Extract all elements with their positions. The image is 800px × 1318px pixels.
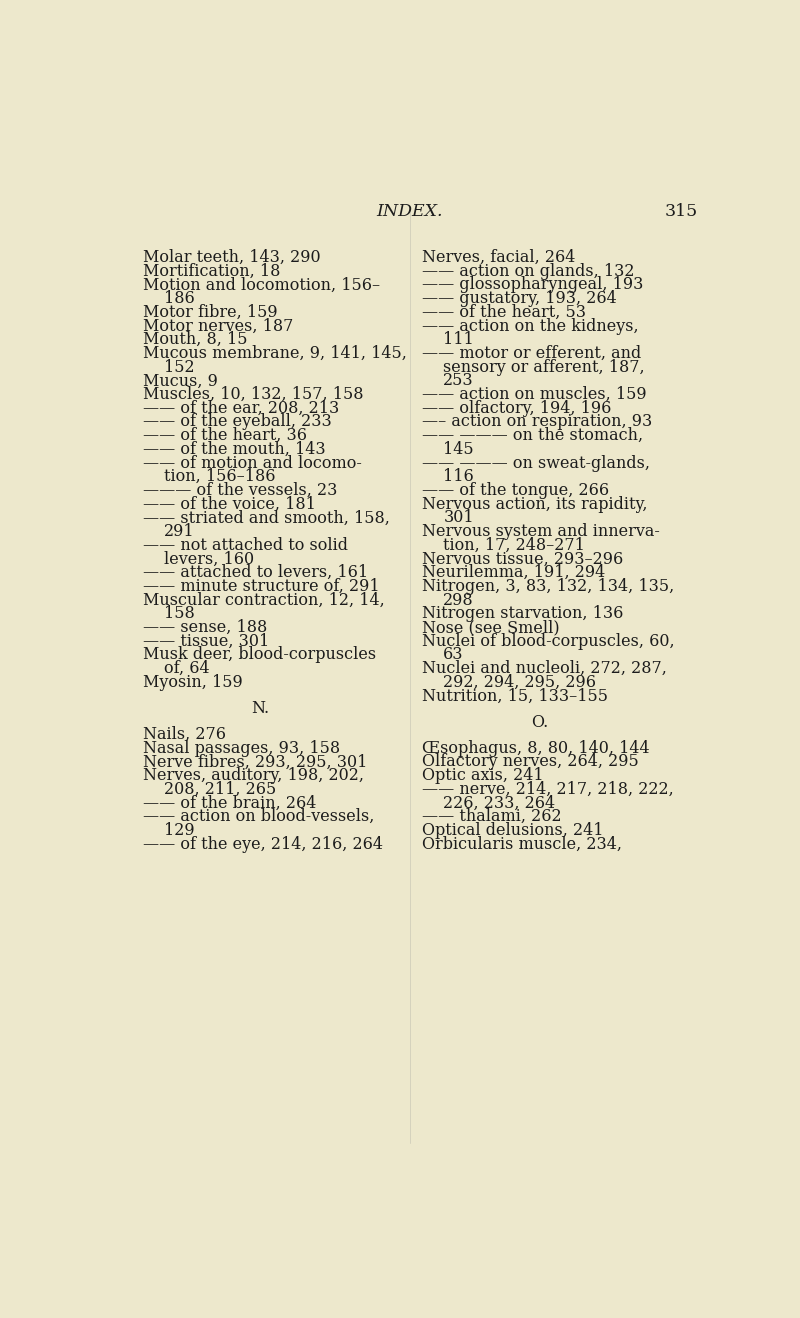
- Text: 158: 158: [164, 605, 195, 622]
- Text: 186: 186: [164, 290, 195, 307]
- Text: Myosin, 159: Myosin, 159: [142, 673, 242, 691]
- Text: Neurilemma, 191, 294: Neurilemma, 191, 294: [422, 564, 605, 581]
- Text: 298: 298: [443, 592, 474, 609]
- Text: —— of the eye, 214, 216, 264: —— of the eye, 214, 216, 264: [142, 836, 382, 853]
- Text: O.: O.: [531, 713, 548, 730]
- Text: tion, 17, 248–271: tion, 17, 248–271: [443, 536, 586, 554]
- Text: 315: 315: [665, 203, 698, 220]
- Text: Œsophagus, 8, 80, 140, 144: Œsophagus, 8, 80, 140, 144: [422, 739, 650, 757]
- Text: —— of the voice, 181: —— of the voice, 181: [142, 496, 315, 513]
- Text: —— ——— on the stomach,: —— ——— on the stomach,: [422, 427, 642, 444]
- Text: 116: 116: [443, 468, 474, 485]
- Text: 111: 111: [443, 331, 474, 348]
- Text: Nervous action, its rapidity,: Nervous action, its rapidity,: [422, 496, 647, 513]
- Text: —— of the eyeball, 233: —— of the eyeball, 233: [142, 414, 331, 431]
- Text: —— of the mouth, 143: —— of the mouth, 143: [142, 442, 326, 457]
- Text: —— gustatory, 193, 264: —— gustatory, 193, 264: [422, 290, 616, 307]
- Text: —— not attached to solid: —— not attached to solid: [142, 536, 348, 554]
- Text: —— of motion and locomo-: —— of motion and locomo-: [142, 455, 362, 472]
- Text: tion, 156–186: tion, 156–186: [164, 468, 276, 485]
- Text: —— ——— on sweat-glands,: —— ——— on sweat-glands,: [422, 455, 650, 472]
- Text: Orbicularis muscle, 234,: Orbicularis muscle, 234,: [422, 836, 622, 853]
- Text: —— sense, 188: —— sense, 188: [142, 619, 267, 637]
- Text: 152: 152: [164, 358, 195, 376]
- Text: 129: 129: [164, 822, 195, 840]
- Text: 301: 301: [443, 510, 474, 526]
- Text: Nitrogen starvation, 136: Nitrogen starvation, 136: [422, 605, 623, 622]
- Text: Olfactory nerves, 264, 295: Olfactory nerves, 264, 295: [422, 754, 638, 771]
- Text: N.: N.: [251, 700, 270, 717]
- Text: Nerves, facial, 264: Nerves, facial, 264: [422, 249, 575, 266]
- Text: Mucus, 9: Mucus, 9: [142, 373, 218, 389]
- Text: Nuclei of blood-corpuscles, 60,: Nuclei of blood-corpuscles, 60,: [422, 633, 674, 650]
- Text: Nose (see Smell): Nose (see Smell): [422, 619, 559, 637]
- Text: Mucous membrane, 9, 141, 145,: Mucous membrane, 9, 141, 145,: [142, 345, 406, 362]
- Text: —– action on respiration, 93: —– action on respiration, 93: [422, 414, 652, 431]
- Text: Nails, 276: Nails, 276: [142, 726, 226, 743]
- Text: Nasal passages, 93, 158: Nasal passages, 93, 158: [142, 739, 340, 757]
- Text: ——— of the vessels, 23: ——— of the vessels, 23: [142, 482, 337, 500]
- Text: Mortification, 18: Mortification, 18: [142, 262, 280, 279]
- Text: Nerves, auditory, 198, 202,: Nerves, auditory, 198, 202,: [142, 767, 364, 784]
- Text: sensory or afferent, 187,: sensory or afferent, 187,: [443, 358, 645, 376]
- Text: 226, 233, 264: 226, 233, 264: [443, 795, 555, 812]
- Text: —— of the heart, 36: —— of the heart, 36: [142, 427, 306, 444]
- Text: —— minute structure of, 291: —— minute structure of, 291: [142, 579, 379, 594]
- Text: 63: 63: [443, 647, 464, 663]
- Text: Mouth, 8, 15: Mouth, 8, 15: [142, 331, 247, 348]
- Text: Musk deer, blood-corpuscles: Musk deer, blood-corpuscles: [142, 647, 376, 663]
- Text: —— tissue, 301: —— tissue, 301: [142, 633, 269, 650]
- Text: Motor fibre, 159: Motor fibre, 159: [142, 304, 278, 320]
- Text: Nerve fibres, 293, 295, 301: Nerve fibres, 293, 295, 301: [142, 754, 367, 771]
- Text: —— of the brain, 264: —— of the brain, 264: [142, 795, 316, 812]
- Text: —— action on glands, 132: —— action on glands, 132: [422, 262, 634, 279]
- Text: Muscular contraction, 12, 14,: Muscular contraction, 12, 14,: [142, 592, 384, 609]
- Text: —— of the heart, 53: —— of the heart, 53: [422, 304, 586, 320]
- Text: 292, 294, 295, 296: 292, 294, 295, 296: [443, 673, 596, 691]
- Text: Optical delusions, 241: Optical delusions, 241: [422, 822, 603, 840]
- Text: of, 64: of, 64: [164, 660, 210, 677]
- Text: —— of the tongue, 266: —— of the tongue, 266: [422, 482, 609, 500]
- Text: —— of the ear, 208, 213: —— of the ear, 208, 213: [142, 399, 339, 416]
- Text: Nervous system and innerva-: Nervous system and innerva-: [422, 523, 659, 540]
- Text: Molar teeth, 143, 290: Molar teeth, 143, 290: [142, 249, 320, 266]
- Text: —— glossopharyngeal, 193: —— glossopharyngeal, 193: [422, 277, 643, 294]
- Text: —— motor or efferent, and: —— motor or efferent, and: [422, 345, 641, 362]
- Text: —— attached to levers, 161: —— attached to levers, 161: [142, 564, 368, 581]
- Text: Optic axis, 241: Optic axis, 241: [422, 767, 543, 784]
- Text: 291: 291: [164, 523, 195, 540]
- Text: Nuclei and nucleoli, 272, 287,: Nuclei and nucleoli, 272, 287,: [422, 660, 666, 677]
- Text: Nervous tissue, 293–296: Nervous tissue, 293–296: [422, 551, 623, 568]
- Text: —— action on muscles, 159: —— action on muscles, 159: [422, 386, 646, 403]
- Text: —— action on blood-vessels,: —— action on blood-vessels,: [142, 808, 374, 825]
- Text: Nitrogen, 3, 83, 132, 134, 135,: Nitrogen, 3, 83, 132, 134, 135,: [422, 579, 674, 594]
- Text: Motion and locomotion, 156–: Motion and locomotion, 156–: [142, 277, 380, 294]
- Text: —— striated and smooth, 158,: —— striated and smooth, 158,: [142, 510, 390, 526]
- Text: 208, 211, 265: 208, 211, 265: [164, 780, 277, 797]
- Text: —— action on the kidneys,: —— action on the kidneys,: [422, 318, 638, 335]
- Text: —— olfactory, 194, 196: —— olfactory, 194, 196: [422, 399, 611, 416]
- Text: Nutrition, 15, 133–155: Nutrition, 15, 133–155: [422, 688, 608, 705]
- Text: —— nerve, 214, 217, 218, 222,: —— nerve, 214, 217, 218, 222,: [422, 780, 674, 797]
- Text: INDEX.: INDEX.: [377, 203, 443, 220]
- Text: —— thalami, 262: —— thalami, 262: [422, 808, 562, 825]
- Text: 253: 253: [443, 373, 474, 389]
- Text: 145: 145: [443, 442, 474, 457]
- Text: levers, 160: levers, 160: [164, 551, 254, 568]
- Text: Muscles, 10, 132, 157, 158: Muscles, 10, 132, 157, 158: [142, 386, 363, 403]
- Text: Motor nerves, 187: Motor nerves, 187: [142, 318, 293, 335]
